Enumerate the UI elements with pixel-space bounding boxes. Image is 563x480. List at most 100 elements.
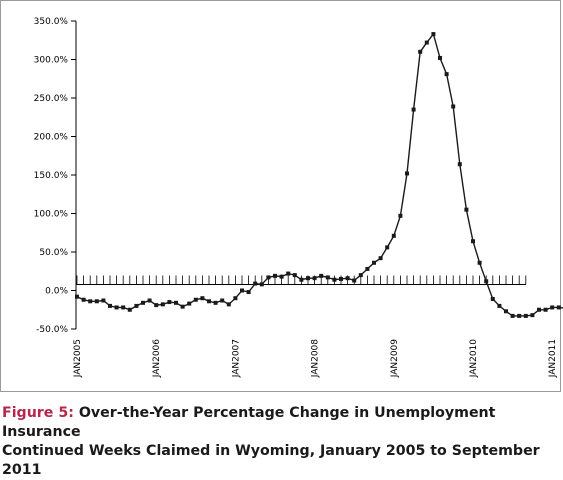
- data-point-marker: [464, 207, 469, 212]
- caption-line-1: Figure 5: Over-the-Year Percentage Chang…: [2, 404, 562, 442]
- data-point-marker: [345, 276, 350, 281]
- data-point-marker: [398, 213, 403, 218]
- data-point-marker: [517, 313, 522, 318]
- data-point-marker: [424, 40, 429, 45]
- caption-text-1: Over-the-Year Percentage Change in Unemp…: [2, 405, 496, 440]
- data-point-marker: [220, 298, 225, 303]
- data-point-marker: [484, 279, 489, 284]
- data-point-marker: [537, 307, 541, 312]
- data-point-marker: [556, 305, 561, 310]
- y-tick-label: 50.0%: [39, 248, 68, 258]
- data-point-marker: [490, 296, 495, 301]
- data-point-marker: [259, 282, 264, 287]
- x-tick-label: JAN2006: [152, 339, 162, 379]
- data-point-marker: [431, 32, 436, 37]
- y-tick-label: 0.0%: [45, 287, 68, 297]
- x-tick-label: JAN2011: [548, 339, 558, 378]
- data-point-marker: [134, 303, 139, 308]
- data-point-marker: [127, 307, 132, 312]
- data-point-marker: [405, 171, 409, 176]
- data-point-marker: [477, 260, 482, 265]
- figure-caption: Figure 5: Over-the-Year Percentage Chang…: [2, 404, 562, 480]
- data-point-marker: [444, 72, 449, 77]
- data-point-marker: [418, 49, 423, 54]
- data-point-marker: [378, 256, 383, 261]
- data-point-marker: [226, 302, 231, 307]
- data-point-marker: [154, 303, 159, 308]
- data-point-marker: [358, 273, 363, 278]
- y-axis-ticks: 350.0% 300.0% 250.0% 200.0% 150.0% 100.0% 50.0…: [34, 17, 77, 335]
- x-tick-label: JAN2005: [73, 339, 83, 378]
- data-point-marker: [550, 305, 555, 310]
- data-point-marker: [523, 313, 528, 318]
- x-axis-ticks: JAN2005 JAN2006 JAN2007 JAN2008 JAN2009 JAN20…: [73, 339, 558, 379]
- x-tick-label: JAN2007: [231, 339, 241, 378]
- chart-svg: 350.0% 300.0% 250.0% 200.0% 150.0% 100.0% 50.0…: [34, 17, 563, 379]
- data-point-marker: [497, 303, 502, 308]
- data-point-marker: [174, 300, 178, 305]
- y-tick-label: 250.0%: [34, 94, 69, 104]
- chart-frame: 350.0% 300.0% 250.0% 200.0% 150.0% 100.0% 50.0…: [0, 0, 563, 392]
- data-point-marker: [292, 273, 297, 278]
- data-point-marker: [200, 296, 205, 301]
- data-point-marker: [207, 299, 211, 304]
- data-point-marker: [94, 299, 99, 304]
- data-point-marker: [286, 271, 291, 276]
- data-point-marker: [299, 277, 304, 282]
- data-point-marker: [108, 303, 112, 308]
- data-point-marker: [273, 273, 277, 278]
- data-point-marker: [438, 55, 442, 60]
- data-point-marker: [510, 313, 515, 318]
- data-point-marker: [372, 260, 376, 265]
- data-point-marker: [240, 288, 244, 293]
- data-point-marker: [391, 233, 396, 238]
- y-tick-label: 100.0%: [34, 210, 69, 220]
- x-tick-label: JAN2008: [311, 339, 321, 379]
- data-point-marker: [325, 275, 330, 280]
- data-point-marker: [306, 276, 310, 281]
- y-tick-label: 300.0%: [34, 56, 69, 66]
- data-point-marker: [160, 302, 165, 307]
- data-point-marker: [457, 162, 462, 167]
- series-line: [76, 32, 563, 317]
- data-point-marker: [141, 300, 145, 305]
- data-point-marker: [193, 297, 198, 302]
- data-point-marker: [319, 273, 324, 278]
- data-point-marker: [180, 304, 185, 309]
- data-point-marker: [332, 277, 337, 282]
- y-tick-label: 200.0%: [34, 133, 69, 143]
- data-point-marker: [266, 275, 271, 280]
- data-point-marker: [451, 104, 456, 109]
- data-point-marker: [312, 276, 317, 281]
- series-layer: [75, 32, 563, 318]
- y-tick-label: 350.0%: [34, 17, 69, 27]
- data-point-marker: [101, 298, 106, 303]
- y-tick-label: -50.0%: [36, 325, 68, 335]
- data-point-marker: [246, 290, 251, 295]
- data-point-marker: [365, 266, 370, 271]
- y-tick-label: 150.0%: [34, 171, 69, 181]
- data-point-marker: [88, 299, 93, 304]
- data-point-marker: [187, 301, 192, 306]
- data-point-marker: [530, 313, 535, 318]
- data-point-marker: [121, 305, 126, 310]
- data-point-marker: [253, 281, 258, 286]
- data-point-marker: [233, 296, 238, 301]
- data-point-marker: [213, 300, 218, 305]
- data-point-marker: [339, 276, 343, 281]
- data-point-marker: [167, 300, 172, 305]
- figure-label: Figure 5:: [2, 405, 74, 421]
- data-point-marker: [411, 107, 416, 112]
- caption-line-2: Continued Weeks Claimed in Wyoming, Janu…: [2, 443, 540, 478]
- data-point-marker: [114, 305, 119, 310]
- data-point-marker: [543, 307, 548, 312]
- x-tick-label: JAN2009: [390, 339, 400, 379]
- x-tick-label: JAN2010: [469, 339, 479, 379]
- data-point-marker: [504, 309, 508, 314]
- data-point-marker: [147, 298, 152, 303]
- data-point-marker: [75, 294, 79, 299]
- data-point-marker: [81, 297, 86, 302]
- data-point-marker: [471, 239, 475, 244]
- data-point-marker: [385, 245, 390, 250]
- data-point-marker: [279, 274, 284, 279]
